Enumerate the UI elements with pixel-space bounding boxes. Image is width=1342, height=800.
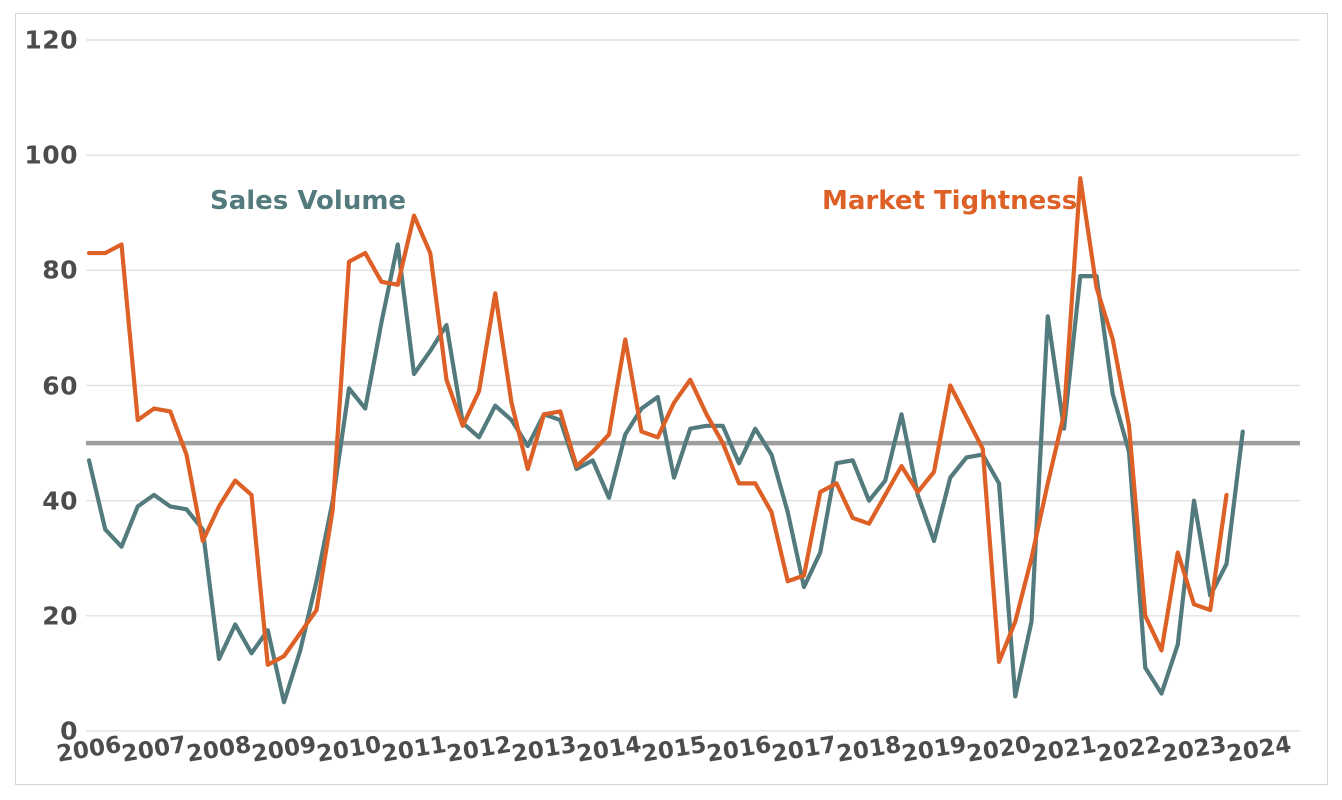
series-line-market-tightness bbox=[86, 176, 1229, 667]
y-axis-tick-120: 120 bbox=[24, 25, 78, 55]
series-label-market-tightness: Market Tightness bbox=[822, 186, 1078, 216]
y-axis-tick-40: 40 bbox=[42, 486, 78, 516]
chart-plot-frame bbox=[15, 13, 1328, 785]
y-axis-tick-100: 100 bbox=[24, 140, 78, 170]
series-label-sales-volume: Sales Volume bbox=[210, 186, 407, 216]
y-axis-tick-80: 80 bbox=[42, 255, 78, 285]
y-axis-tick-0: 0 bbox=[60, 716, 78, 746]
series-line-sales-volume bbox=[86, 242, 1245, 705]
y-axis-tick-20: 20 bbox=[42, 601, 78, 631]
y-axis-tick-60: 60 bbox=[42, 371, 78, 400]
gridlines bbox=[86, 39, 1300, 732]
